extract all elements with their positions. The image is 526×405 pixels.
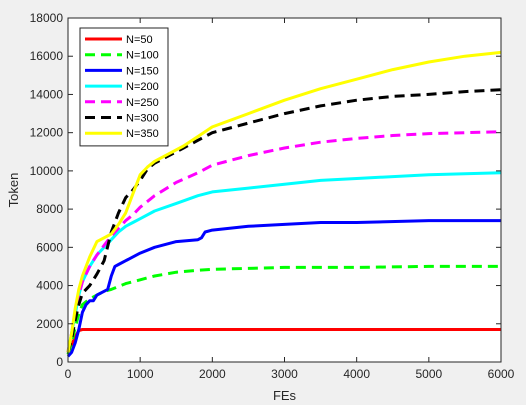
y-tick-label: 8000: [36, 202, 63, 216]
x-tick-label: 4000: [343, 367, 370, 381]
y-tick-label: 4000: [36, 279, 63, 293]
series-line-5: [66, 88, 502, 353]
series-line-1: [66, 264, 501, 355]
legend: N=50 N=100 N=150 N=200 N=250 N=300 N=350: [79, 27, 169, 147]
x-tick-label: 2000: [199, 367, 226, 381]
y-tick-label: 12000: [30, 126, 64, 140]
x-tick-label: 5000: [415, 367, 442, 381]
legend-label-3: N=200: [126, 81, 159, 93]
ticks-layer: 0 1000 2000 3000 4000 5000 6000 0 2000 4000 6000 80…: [30, 11, 515, 381]
x-tick-label: 6000: [488, 367, 515, 381]
y-tick-label: 16000: [30, 49, 64, 63]
y-tick-label: 6000: [36, 240, 63, 254]
x-tick-label: 3000: [271, 367, 298, 381]
legend-label-5: N=300: [126, 113, 159, 125]
series-line-2: [66, 219, 501, 358]
x-axis-label: FEs: [273, 388, 297, 403]
y-tick-label: 18000: [30, 11, 64, 25]
series-line-6: [66, 50, 502, 353]
legend-label-0: N=50: [126, 34, 153, 46]
y-tick-label: 14000: [30, 87, 64, 101]
y-tick-label: 10000: [30, 164, 64, 178]
x-tick-label: 1000: [127, 367, 154, 381]
series-line-0: [66, 328, 501, 352]
y-tick-label: 2000: [36, 317, 63, 331]
legend-label-6: N=350: [126, 128, 159, 140]
y-tick-label: 0: [56, 355, 63, 369]
x-tick-label: 0: [65, 367, 72, 381]
legend-label-1: N=100: [126, 50, 159, 62]
legend-label-2: N=150: [126, 65, 159, 77]
legend-label-4: N=250: [126, 97, 159, 109]
series-layer: [66, 50, 502, 358]
legend-items: N=50 N=100 N=150 N=200 N=250 N=300 N=350: [85, 34, 159, 140]
y-axis-label: Token: [6, 173, 21, 208]
